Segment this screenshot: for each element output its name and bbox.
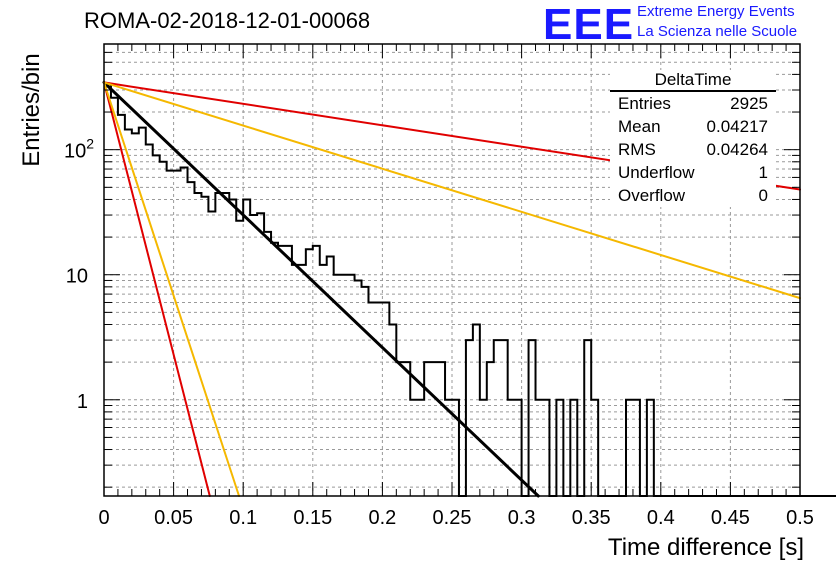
y-tick-label: 10 xyxy=(66,266,88,288)
logo-tagline-1: Extreme Energy Events xyxy=(637,3,795,20)
fit-curve-0 xyxy=(102,80,540,498)
histogram-outline xyxy=(104,85,836,497)
y-tick-label: 102 xyxy=(64,136,94,163)
stats-row-underflow: Underflow 1 xyxy=(610,161,776,184)
stats-value: 2925 xyxy=(730,94,768,113)
fit-curves xyxy=(102,80,801,498)
chart-title: ROMA-02-2018-12-01-00068 xyxy=(84,8,371,33)
stats-title: DeltaTime xyxy=(610,70,776,92)
logo-tagline-2: La Scienza nelle Scuole xyxy=(637,23,798,40)
x-axis-label: Time difference [s] xyxy=(607,534,804,561)
x-tick-label: 0.5 xyxy=(786,507,814,529)
stats-label: Underflow xyxy=(618,163,695,182)
stats-value: 0 xyxy=(758,186,768,205)
grid xyxy=(104,44,800,496)
x-tick-label: 0.2 xyxy=(368,507,396,529)
y-axis-label: Entries/bin xyxy=(18,53,45,167)
fit-curve-3 xyxy=(103,81,211,497)
stats-row-entries: Entries 2925 xyxy=(610,92,776,115)
fit-curve-2 xyxy=(103,81,801,300)
x-tick-label: 0.3 xyxy=(508,507,536,529)
stats-row-overflow: Overflow 0 xyxy=(610,184,776,207)
x-tick-label: 0 xyxy=(98,507,109,529)
stats-label: Entries xyxy=(618,94,671,113)
x-tick-label: 0.15 xyxy=(293,507,332,529)
histogram-series xyxy=(104,85,836,497)
stats-label: RMS xyxy=(618,140,656,159)
x-tick-label: 0.45 xyxy=(711,507,750,529)
y-tick-label: 1 xyxy=(77,391,88,413)
x-tick-label: 0.05 xyxy=(154,507,193,529)
stats-label: Mean xyxy=(618,117,661,136)
tick-labels: 0 0.05 0.1 0.15 0.2 0.25 0.3 0.35 0.4 0.45 0.51101… xyxy=(64,136,814,529)
eee-logo: EEE xyxy=(543,0,635,49)
x-tick-label: 0.4 xyxy=(647,507,675,529)
stats-box: DeltaTime Entries 2925 Mean 0.04217 RMS … xyxy=(610,70,776,207)
x-tick-label: 0.25 xyxy=(433,507,472,529)
stats-value: 0.04217 xyxy=(706,117,768,136)
stats-label: Overflow xyxy=(618,186,686,205)
stats-row-mean: Mean 0.04217 xyxy=(610,115,776,138)
stats-value: 0.04264 xyxy=(706,140,768,159)
fit-curve-4 xyxy=(103,81,241,497)
x-tick-label: 0.35 xyxy=(572,507,611,529)
axis-ticks xyxy=(103,43,801,496)
stats-row-rms: RMS 0.04264 xyxy=(610,138,776,161)
x-tick-label: 0.1 xyxy=(229,507,257,529)
stats-value: 1 xyxy=(758,163,768,182)
